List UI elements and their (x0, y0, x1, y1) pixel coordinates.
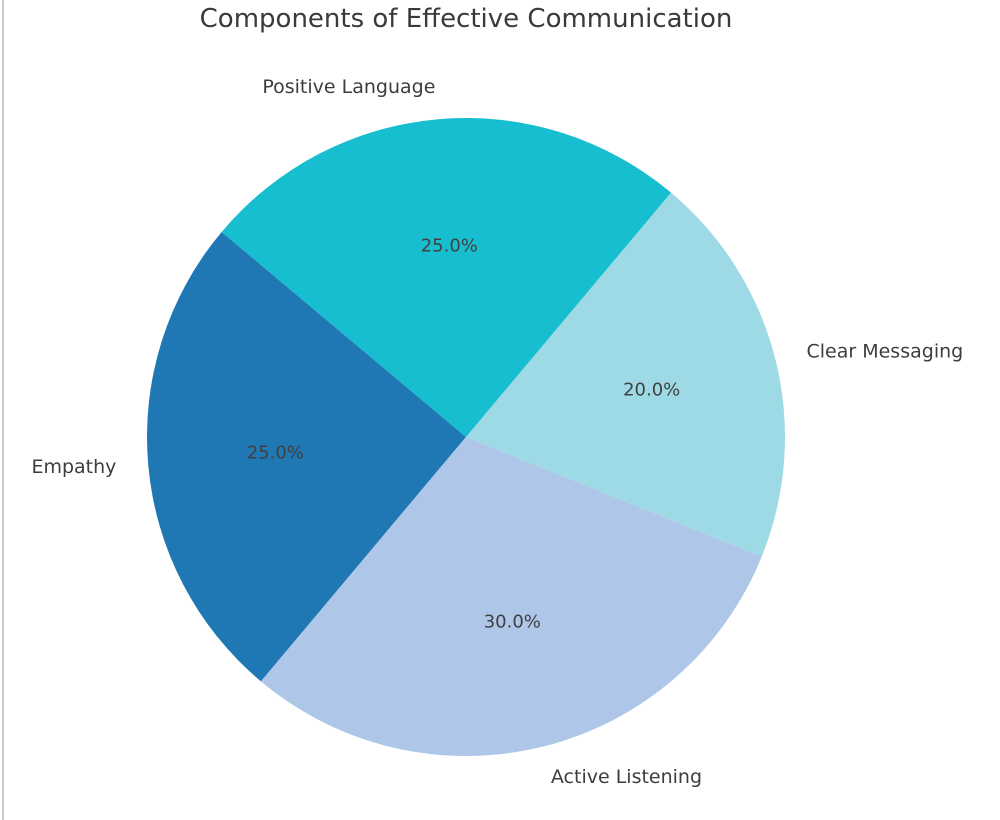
pie-slice-empathy (146, 231, 467, 682)
window-left-edge (2, 0, 4, 820)
pie-slice-pct-positive-language: 25.0% (421, 235, 478, 256)
pie-slice-label-positive-language: Positive Language (262, 76, 435, 98)
pie-slice-pct-clear-messaging: 20.0% (623, 380, 680, 401)
pie-slice-pct-empathy: 25.0% (247, 443, 304, 464)
pie-slice-pct-active-listening: 30.0% (484, 612, 541, 633)
pie-slice-positive-language (221, 117, 672, 438)
pie-slice-clear-messaging (466, 192, 785, 557)
pie-slice-label-clear-messaging: Clear Messaging (807, 341, 964, 363)
pie-slice-label-empathy: Empathy (31, 456, 116, 478)
pie-slice-active-listening (260, 437, 762, 757)
chart-title: Components of Effective Communication (199, 4, 733, 34)
pie-slice-label-active-listening: Active Listening (551, 766, 702, 788)
